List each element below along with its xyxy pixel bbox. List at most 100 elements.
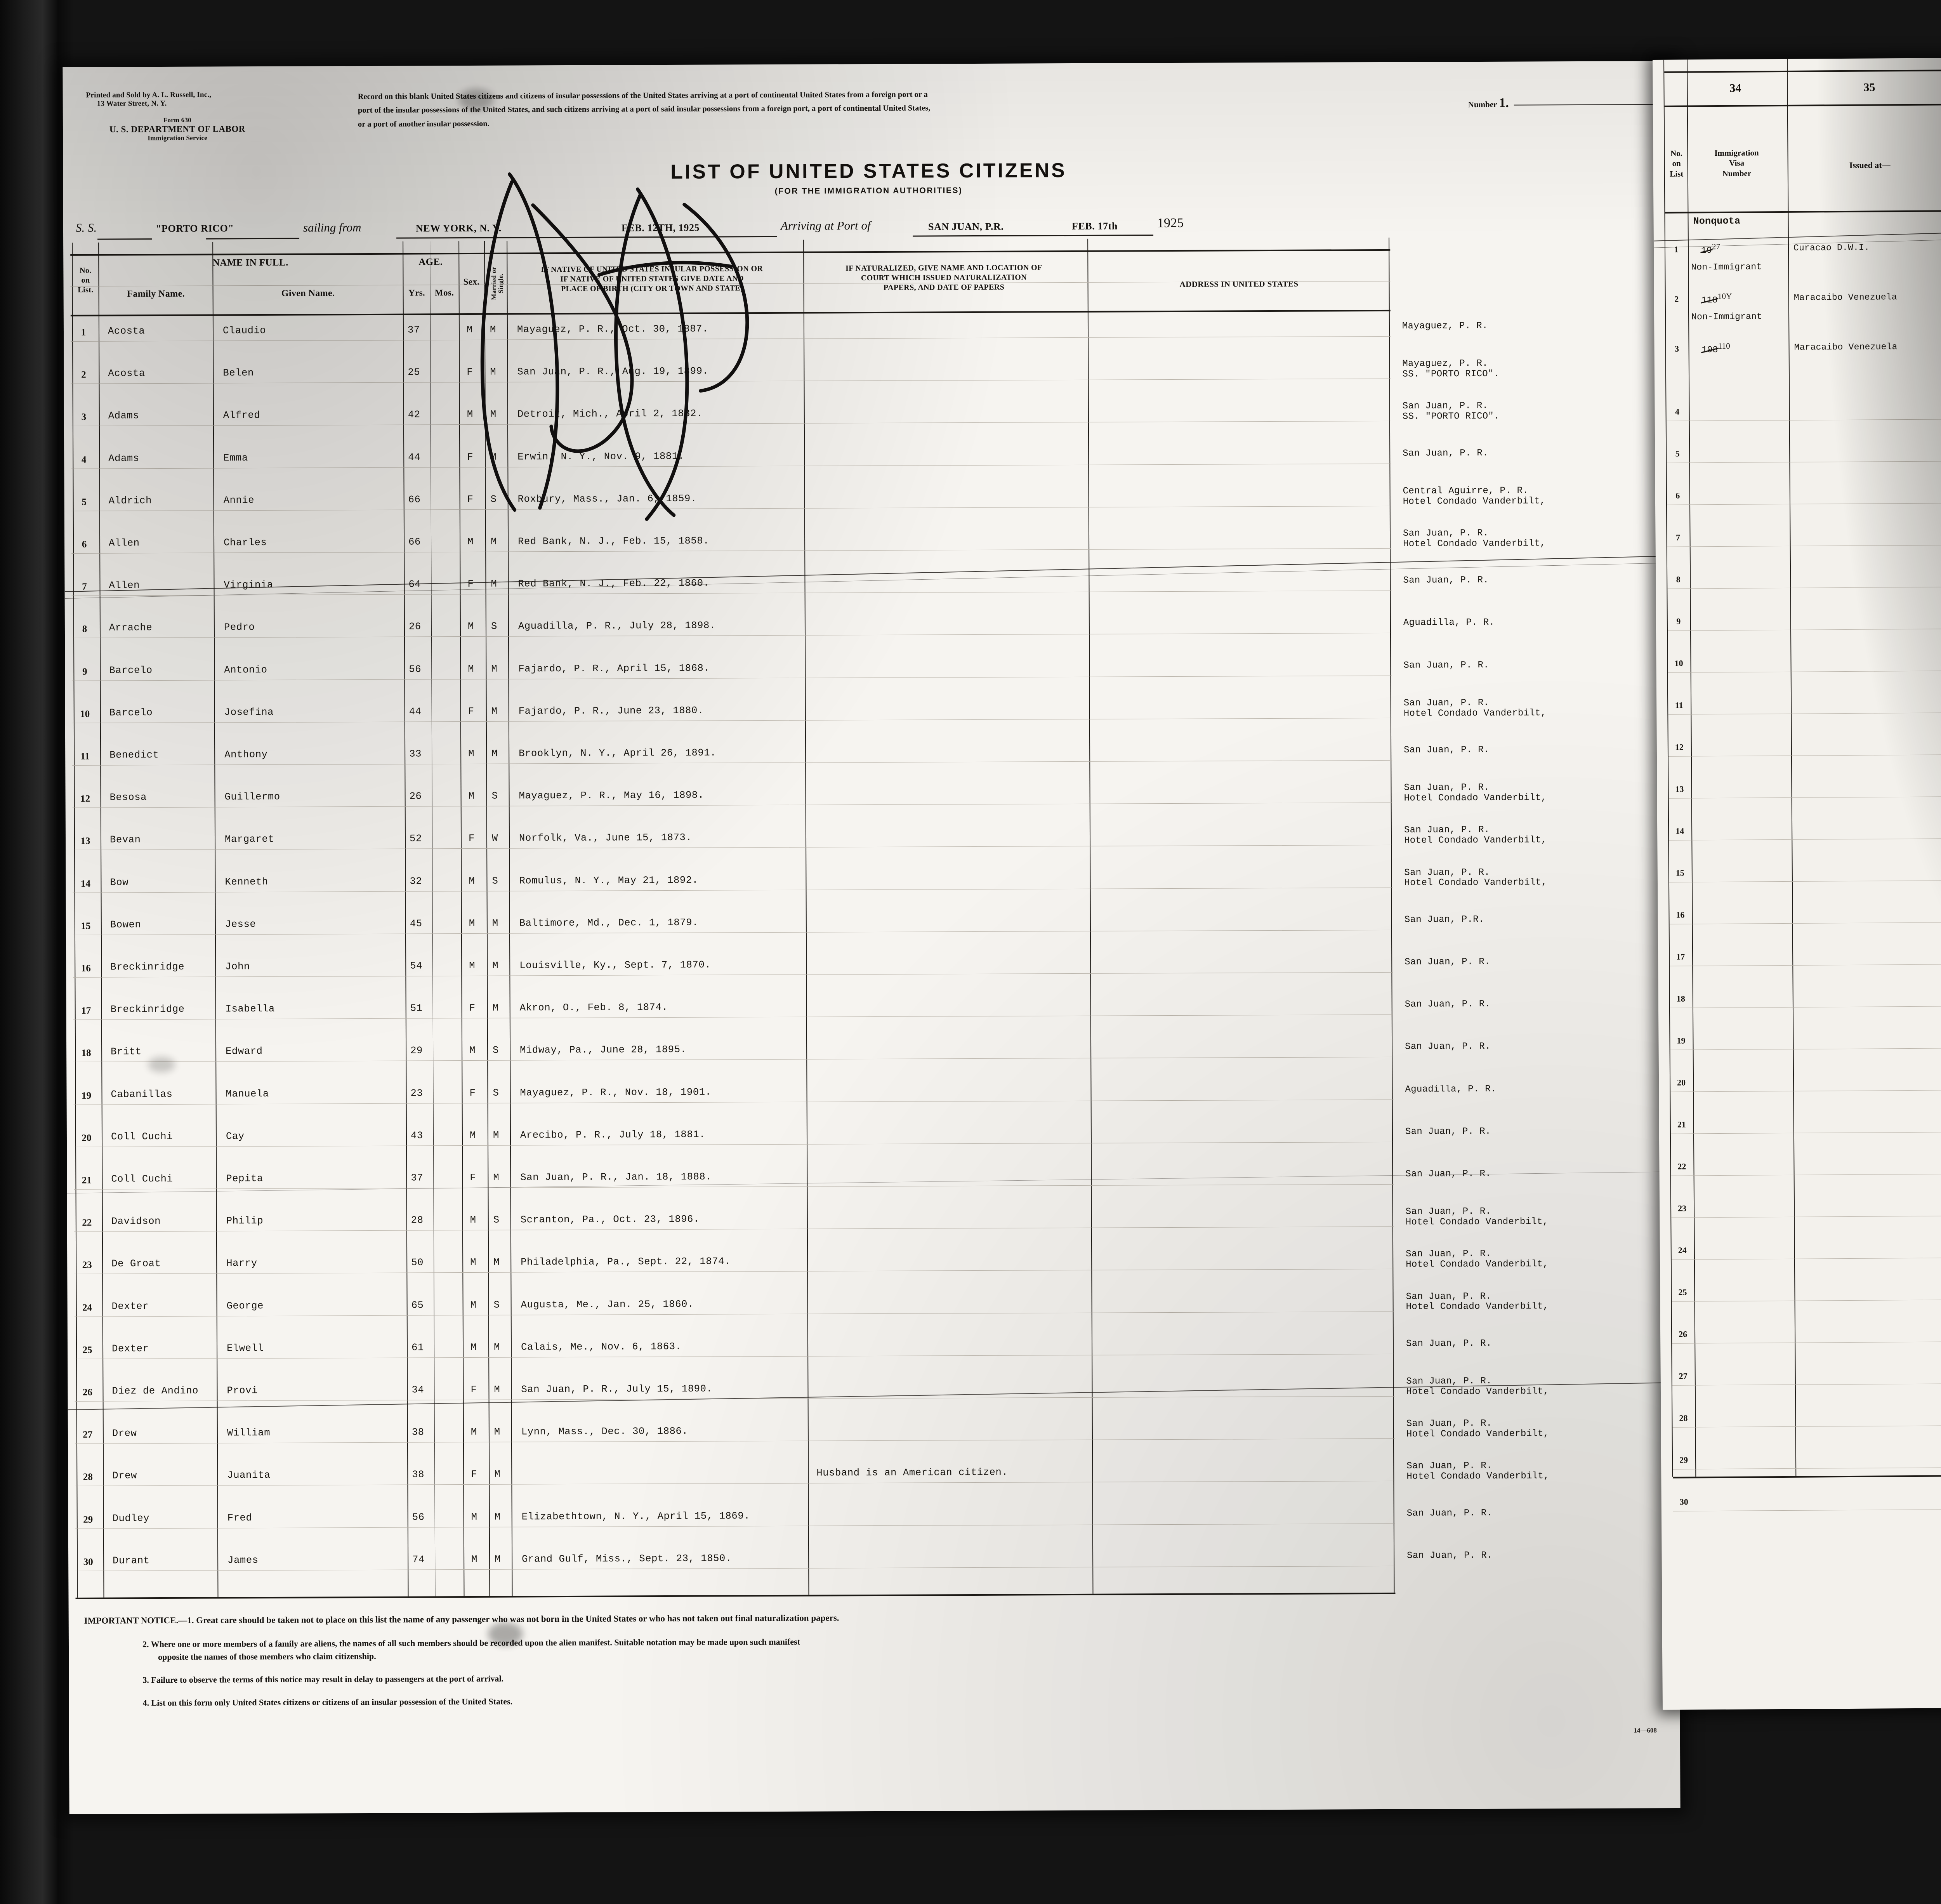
address-line: Hotel Condado Vanderbilt, bbox=[1403, 495, 1546, 507]
visa-row-ruling bbox=[1667, 502, 1941, 505]
cell-given-name: Claudio bbox=[222, 325, 266, 337]
cell-given-name: Annie bbox=[223, 494, 255, 506]
grid-vline-family bbox=[212, 242, 219, 1597]
address-line: San Juan, P. R. bbox=[1406, 1249, 1491, 1260]
rgrid-hline-subhdr bbox=[1665, 209, 1941, 214]
row-ruling bbox=[74, 1184, 1394, 1190]
row-ruling bbox=[71, 591, 1392, 596]
visa-row-number: 14 bbox=[1675, 826, 1684, 836]
col-header-given-name: Given Name. bbox=[281, 288, 335, 299]
cell-age-years: 52 bbox=[409, 833, 422, 844]
cell-given-name: Josefina bbox=[224, 706, 274, 718]
address-line: Hotel Condado Vanderbilt, bbox=[1404, 835, 1547, 846]
cell-sex: F bbox=[468, 833, 475, 844]
cell-married-single: S bbox=[493, 1214, 500, 1226]
cell-age-years: 51 bbox=[410, 1002, 423, 1014]
row-number: 22 bbox=[82, 1217, 92, 1228]
col-header-name-in-full: NAME IN FULL. bbox=[212, 257, 288, 268]
row-number: 2 bbox=[81, 369, 86, 380]
cell-age-years: 61 bbox=[411, 1342, 424, 1353]
cell-sex: F bbox=[467, 367, 473, 378]
cell-given-name: Belen bbox=[223, 367, 254, 379]
row-number: 29 bbox=[83, 1514, 93, 1525]
birth-header-line-3: PLACE OF BIRTH (CITY OR TOWN AND STATE) bbox=[561, 284, 743, 294]
cell-age-years: 45 bbox=[410, 918, 422, 929]
visa-row-number: 4 bbox=[1675, 407, 1680, 417]
row-ruling bbox=[74, 1141, 1394, 1147]
row-ruling bbox=[75, 1565, 1396, 1571]
cell-sex: F bbox=[471, 1469, 477, 1480]
cell-given-name: Harry bbox=[226, 1258, 257, 1269]
cell-family-name: Coll Cuchi bbox=[111, 1131, 173, 1143]
visa-row-ruling bbox=[1670, 963, 1941, 966]
cell-given-name: Edward bbox=[226, 1046, 263, 1057]
cell-age-years: 38 bbox=[412, 1469, 425, 1480]
port-of-arrival: SAN JUAN, P.R. bbox=[928, 221, 1004, 233]
cell-place-of-birth: Fajardo, P. R., June 23, 1880. bbox=[518, 705, 704, 717]
cell-age-years: 37 bbox=[411, 1172, 424, 1184]
manifest-form-sheet: Printed and Sold by A. L. Russell, Inc.,… bbox=[63, 61, 1681, 1814]
cell-given-name: George bbox=[226, 1300, 264, 1312]
important-notice-block: IMPORTANT NOTICE.—1. Great care should b… bbox=[84, 1608, 1653, 1709]
bureau-label: Immigration Service bbox=[148, 134, 207, 142]
visa-number-handwritten: 110 bbox=[1718, 341, 1730, 351]
arrival-year: 1925 bbox=[1157, 215, 1184, 231]
cell-age-years: 65 bbox=[411, 1299, 424, 1311]
ship-name: "PORTO RICO" bbox=[155, 222, 234, 235]
grid-vline-yrs bbox=[430, 241, 436, 1597]
cell-family-name: Allen bbox=[109, 537, 140, 549]
visa-row-ruling bbox=[1673, 1508, 1941, 1511]
cell-married-single: M bbox=[495, 1553, 501, 1565]
notice-heading: IMPORTANT NOTICE.— bbox=[84, 1615, 188, 1626]
ink-smudge-left bbox=[148, 1056, 175, 1073]
cell-sex: F bbox=[470, 1172, 476, 1183]
cell-family-name: Diez de Andino bbox=[112, 1385, 199, 1397]
record-instruction-note: Record on this blank United States citiz… bbox=[358, 86, 1441, 131]
visa-row-ruling bbox=[1669, 879, 1941, 883]
cell-family-name: Aldrich bbox=[108, 495, 152, 507]
grid-vline-birth bbox=[803, 240, 809, 1595]
rcol-header-no-on-list: No. on List bbox=[1670, 148, 1684, 179]
visa-row-number: 18 bbox=[1676, 994, 1685, 1004]
cell-place-of-birth: Baltimore, Md., Dec. 1, 1879. bbox=[519, 917, 699, 929]
cell-sex: F bbox=[467, 493, 474, 505]
cell-sex: F bbox=[470, 1384, 477, 1395]
cell-age-years: 26 bbox=[408, 621, 421, 632]
cell-married-single: M bbox=[490, 451, 497, 463]
visa-row-ruling bbox=[1670, 1131, 1941, 1134]
cell-family-name: Acosta bbox=[108, 368, 145, 379]
visa-number-struck: 110 bbox=[1701, 295, 1718, 305]
notice-item-2: 2. Where one or more members of a family… bbox=[84, 1632, 1653, 1664]
cell-place-of-birth: Mayaguez, P. R., Oct. 30, 1887. bbox=[517, 323, 709, 335]
cell-given-name: Manuela bbox=[226, 1088, 269, 1100]
address-line: Hotel Condado Vanderbilt, bbox=[1403, 707, 1547, 719]
visa-row-ruling bbox=[1669, 921, 1941, 924]
visa-row-number: 28 bbox=[1679, 1413, 1688, 1423]
arriving-label: Arriving at Port of bbox=[780, 218, 871, 233]
row-number: 28 bbox=[83, 1472, 93, 1483]
row-ruling bbox=[71, 506, 1391, 511]
row-ruling bbox=[74, 1269, 1394, 1275]
cell-family-name: Britt bbox=[111, 1046, 142, 1058]
manifest-number-field: Number 1. bbox=[1468, 95, 1654, 111]
cell-age-years: 23 bbox=[410, 1088, 423, 1099]
visa-number-struck: 19 bbox=[1701, 245, 1712, 255]
departure-date: FEB. 12TH, 1925 bbox=[621, 222, 700, 234]
cell-address-in-united-states: San Juan, P.R. bbox=[1405, 914, 1484, 926]
col-header-family-name: Family Name. bbox=[127, 288, 185, 299]
cell-married-single: M bbox=[490, 366, 497, 378]
cell-sex: M bbox=[470, 1341, 477, 1353]
cell-age-years: 37 bbox=[407, 324, 420, 336]
row-number: 10 bbox=[80, 709, 90, 719]
cell-place-of-birth: Scranton, Pa., Oct. 23, 1896. bbox=[520, 1213, 700, 1226]
row-ruling bbox=[72, 675, 1392, 681]
address-line: Hotel Condado Vanderbilt, bbox=[1406, 1428, 1549, 1440]
cell-given-name: Emma bbox=[223, 452, 248, 464]
address-line: San Juan, P. R. bbox=[1406, 1508, 1493, 1519]
col-number-34: 34 bbox=[1729, 82, 1741, 95]
visa-row-number: 9 bbox=[1676, 616, 1681, 626]
row-ruling bbox=[72, 633, 1392, 639]
address-line: SS. "PORTO RICO". bbox=[1402, 368, 1500, 380]
rgrid-vline-visa bbox=[1787, 59, 1797, 1476]
